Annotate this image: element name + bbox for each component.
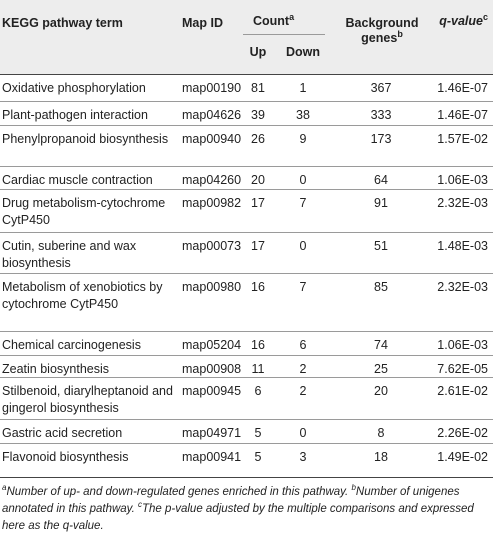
row-qvalue: 1.06E-03 bbox=[437, 338, 488, 352]
row-map-id: map04260 bbox=[182, 173, 242, 187]
row-term: Chemical carcinogenesis bbox=[2, 338, 141, 352]
row-map-id: map04626 bbox=[182, 108, 242, 122]
bottom-rule bbox=[0, 477, 493, 478]
row-up-count: 81 bbox=[251, 81, 265, 95]
row-term: Oxidative phosphorylation bbox=[2, 81, 146, 95]
row-map-id: map00073 bbox=[182, 239, 242, 253]
row-map-id: map00982 bbox=[182, 196, 242, 210]
row-divider bbox=[0, 125, 493, 126]
row-qvalue: 1.57E-02 bbox=[437, 132, 488, 146]
row-qvalue: 2.32E-03 bbox=[437, 196, 488, 210]
row-term: Phenylpropanoid biosynthesis bbox=[2, 132, 169, 146]
row-divider bbox=[0, 355, 493, 356]
row-qvalue: 2.61E-02 bbox=[437, 384, 488, 398]
row-background-genes: 20 bbox=[374, 384, 388, 398]
row-down-count: 0 bbox=[299, 426, 307, 440]
row-down-count: 6 bbox=[299, 338, 307, 352]
row-divider bbox=[0, 443, 493, 444]
row-qvalue: 1.46E-07 bbox=[437, 108, 488, 122]
row-background-genes: 85 bbox=[374, 280, 388, 294]
row-term: Plant-pathogen interaction bbox=[2, 108, 148, 122]
header-band bbox=[0, 0, 493, 74]
row-qvalue: 2.32E-03 bbox=[437, 280, 488, 294]
row-map-id: map00940 bbox=[182, 132, 242, 146]
row-up-count: 16 bbox=[251, 338, 265, 352]
row-down-count: 7 bbox=[299, 196, 307, 210]
header-term: KEGG pathway term bbox=[2, 16, 123, 30]
row-term: Flavonoid biosynthesis bbox=[2, 450, 129, 464]
row-divider bbox=[0, 273, 493, 274]
footnote: aNumber of up- and down-regulated genes … bbox=[2, 483, 474, 532]
row-divider bbox=[0, 377, 493, 378]
row-background-genes: 74 bbox=[374, 338, 388, 352]
header-rule bbox=[0, 74, 493, 75]
row-term: Gastric acid secretion bbox=[2, 426, 123, 440]
row-term: Zeatin biosynthesis bbox=[2, 362, 110, 376]
header-up: Up bbox=[249, 45, 267, 59]
row-down-count: 0 bbox=[299, 173, 307, 187]
row-background-genes: 367 bbox=[370, 81, 392, 95]
row-qvalue: 1.49E-02 bbox=[437, 450, 488, 464]
row-down-count: 3 bbox=[299, 450, 307, 464]
row-up-count: 5 bbox=[254, 450, 262, 464]
row-up-count: 11 bbox=[251, 362, 265, 376]
row-term: Stilbenoid, diarylheptanoid and gingerol… bbox=[2, 384, 173, 415]
row-up-count: 39 bbox=[251, 108, 265, 122]
row-down-count: 9 bbox=[299, 132, 307, 146]
row-background-genes: 25 bbox=[374, 362, 388, 376]
row-down-count: 38 bbox=[296, 108, 310, 122]
header-count: Counta bbox=[253, 11, 295, 28]
row-background-genes: 64 bbox=[374, 173, 388, 187]
row-term: Cutin, suberine and wax biosynthesis bbox=[2, 239, 137, 270]
row-term: Drug metabolism-cytochrome CytP450 bbox=[2, 196, 166, 227]
row-background-genes: 333 bbox=[370, 108, 392, 122]
row-map-id: map05204 bbox=[182, 338, 242, 352]
row-qvalue: 1.46E-07 bbox=[437, 81, 488, 95]
row-up-count: 17 bbox=[251, 239, 265, 253]
row-down-count: 1 bbox=[299, 81, 307, 95]
row-qvalue: 2.26E-02 bbox=[437, 426, 488, 440]
header-down: Down bbox=[286, 45, 321, 59]
row-down-count: 2 bbox=[299, 362, 307, 376]
row-qvalue: 1.06E-03 bbox=[437, 173, 488, 187]
row-up-count: 6 bbox=[254, 384, 262, 398]
row-divider bbox=[0, 331, 493, 332]
row-up-count: 20 bbox=[251, 173, 265, 187]
row-background-genes: 91 bbox=[374, 196, 388, 210]
row-down-count: 2 bbox=[299, 384, 307, 398]
row-divider bbox=[0, 166, 493, 167]
count-subrule bbox=[243, 34, 325, 35]
row-background-genes: 173 bbox=[370, 132, 392, 146]
row-map-id: map00190 bbox=[182, 81, 242, 95]
row-map-id: map00980 bbox=[182, 280, 242, 294]
row-background-genes: 18 bbox=[374, 450, 388, 464]
row-divider bbox=[0, 232, 493, 233]
row-map-id: map00941 bbox=[182, 450, 242, 464]
row-divider bbox=[0, 419, 493, 420]
row-map-id: map00908 bbox=[182, 362, 242, 376]
row-qvalue: 7.62E-05 bbox=[437, 362, 488, 376]
row-up-count: 16 bbox=[251, 280, 265, 294]
header-qvalue: q-valuec bbox=[439, 11, 488, 28]
row-background-genes: 51 bbox=[374, 239, 388, 253]
row-map-id: map04971 bbox=[182, 426, 242, 440]
row-background-genes: 8 bbox=[377, 426, 385, 440]
row-qvalue: 1.48E-03 bbox=[437, 239, 488, 253]
row-up-count: 5 bbox=[254, 426, 262, 440]
header-background: Background genesb bbox=[345, 16, 419, 45]
row-term: Metabolism of xenobiotics by cytochrome … bbox=[2, 280, 163, 311]
row-down-count: 7 bbox=[299, 280, 307, 294]
row-up-count: 26 bbox=[251, 132, 265, 146]
row-divider bbox=[0, 189, 493, 190]
row-up-count: 17 bbox=[251, 196, 265, 210]
row-map-id: map00945 bbox=[182, 384, 242, 398]
row-divider bbox=[0, 101, 493, 102]
row-term: Cardiac muscle contraction bbox=[2, 173, 153, 187]
header-map-id: Map ID bbox=[182, 16, 223, 30]
row-down-count: 0 bbox=[299, 239, 307, 253]
